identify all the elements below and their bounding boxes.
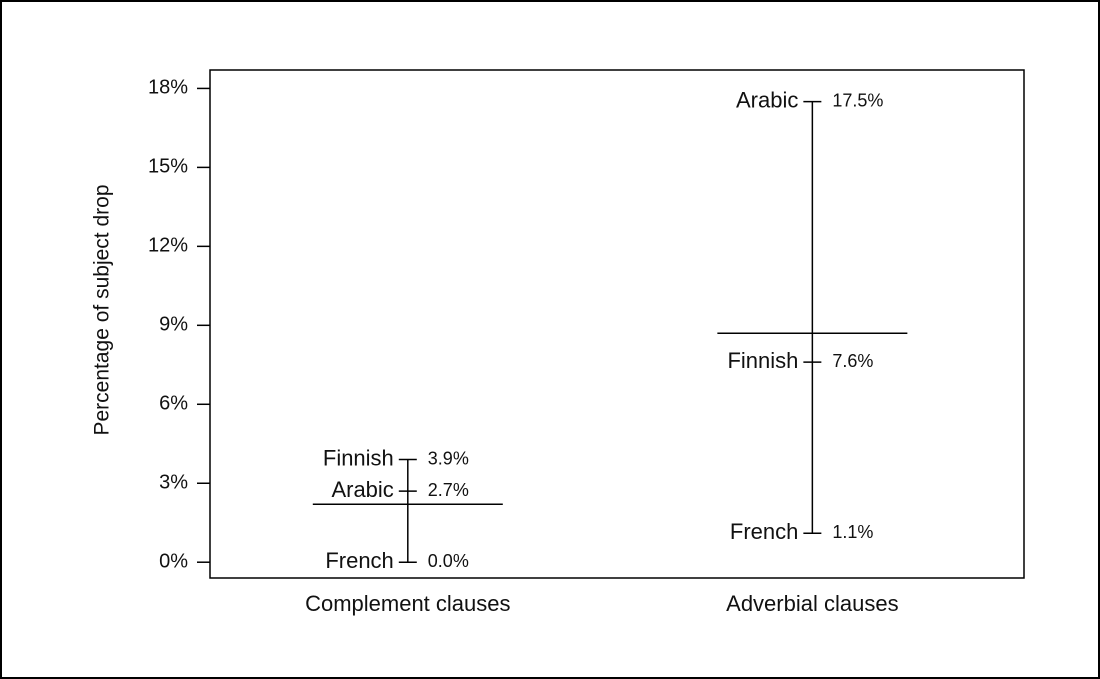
language-label: Finnish bbox=[727, 348, 798, 373]
value-label: 3.9% bbox=[428, 448, 469, 468]
y-tick-label: 6% bbox=[159, 393, 188, 415]
y-tick-label: 18% bbox=[148, 77, 188, 99]
y-tick-label: 9% bbox=[159, 314, 188, 336]
value-label: 2.7% bbox=[428, 480, 469, 500]
language-label: Arabic bbox=[736, 87, 798, 112]
y-tick-label: 15% bbox=[148, 156, 188, 178]
value-label: 0.0% bbox=[428, 551, 469, 571]
language-label: French bbox=[325, 548, 393, 573]
value-label: 17.5% bbox=[832, 90, 883, 110]
language-label: Arabic bbox=[331, 477, 393, 502]
y-tick-label: 0% bbox=[159, 550, 188, 572]
x-tick-label: Adverbial clauses bbox=[726, 591, 898, 616]
value-label: 1.1% bbox=[832, 522, 873, 542]
y-tick-label: 12% bbox=[148, 235, 188, 257]
plot-box bbox=[209, 69, 1025, 579]
x-tick-label: Complement clauses bbox=[305, 591, 510, 616]
language-label: Finnish bbox=[323, 445, 394, 470]
y-axis-title: Percentage of subject drop bbox=[91, 185, 114, 436]
value-label: 7.6% bbox=[832, 351, 873, 371]
y-tick-label: 3% bbox=[159, 472, 188, 494]
language-label: French bbox=[730, 519, 798, 544]
